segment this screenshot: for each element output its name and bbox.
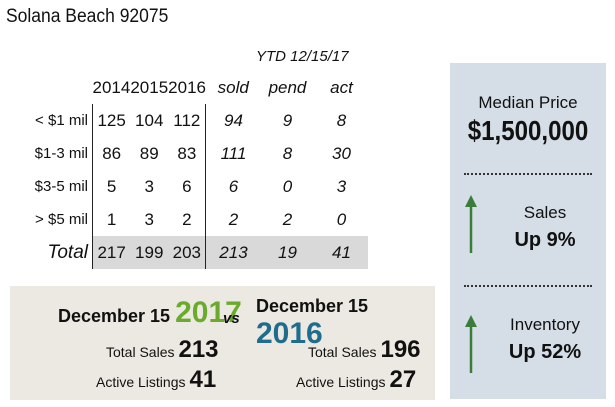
left-header: December 15 2017 [58,296,242,330]
right-listings-label: Active Listings [296,374,386,390]
vs-label: vs [223,310,240,327]
left-year: 2017 [175,296,242,329]
table-cell: 30 [332,143,351,163]
divider [464,173,592,175]
table-cell: 125 [92,104,131,137]
ytd-header: pend [268,78,307,97]
year-header: 2016 [168,78,206,97]
page-title: Solana Beach 92075 [6,6,169,27]
table-cell: 94 [205,104,261,137]
table-cell: 0 [282,176,293,196]
sales-label: Sales [523,203,567,222]
right-header: December 15 2016 [256,296,435,351]
right-date-prefix: December 15 [256,296,369,316]
table-cell: 111 [205,137,261,170]
total-cell: 217 [92,236,131,269]
sales-change: Up 9% [514,229,576,251]
right-total-sales: Total Sales 196 [308,336,421,364]
up-arrow-icon [465,195,477,253]
table-cell: 1 [92,203,131,236]
table-cell: 5 [92,170,131,203]
table-row: $1-3 mil 86 89 83 111 8 30 [0,137,368,170]
table-row: < $1 mil 125 104 112 94 9 8 [0,104,368,137]
left-listings-label: Active Listings [96,374,186,390]
table-cell: 6 [205,170,261,203]
summary-panel: Median Price $1,500,000 Sales Up 9% Inve… [450,63,606,399]
table-cell: 89 [139,143,159,163]
median-price-value: $1,500,000 [467,115,589,146]
total-cell: 41 [314,236,369,269]
right-sales-label: Total Sales [308,344,377,360]
right-year: 2016 [256,317,323,350]
table-cell: 112 [173,110,201,130]
left-sales-value: 213 [178,336,219,363]
right-listings-value: 27 [389,366,417,393]
table-cell: 3 [336,176,347,196]
table-cell: 3 [144,176,154,196]
ytd-label: YTD 12/15/17 [256,48,349,65]
year-header: 2014 [92,78,131,97]
table-cell: 6 [182,176,192,196]
table-cell: 8 [282,143,293,163]
left-sales-label: Total Sales [106,344,175,360]
median-price-label: Median Price [478,93,578,112]
table-cell: 2 [282,209,293,229]
total-cell: 199 [130,236,169,269]
ytd-header: act [330,78,353,97]
total-cell: 213 [205,236,261,269]
table-header-row: 2014 2015 2016 sold pend act [0,72,368,104]
right-active-listings: Active Listings 27 [296,366,416,394]
year-header: 2015 [130,78,169,97]
table-cell: 3 [144,209,154,229]
right-sales-value: 196 [380,336,421,363]
table-row: $3-5 mil 5 3 6 6 0 3 [0,170,368,203]
table-row: > $5 mil 1 3 2 2 2 0 [0,203,368,236]
total-label: Total [0,236,93,269]
left-date-prefix: December 15 [58,306,171,326]
inventory-label: Inventory [510,315,580,334]
table-cell: 2 [205,203,261,236]
sales-table: 2014 2015 2016 sold pend act < $1 mil 12… [0,72,369,269]
total-cell: 203 [168,236,206,269]
row-label: > $5 mil [35,211,88,228]
table-cell: 0 [336,209,347,229]
up-arrow-icon [465,315,477,373]
left-total-sales: Total Sales 213 [106,336,219,364]
table-cell: 83 [177,143,197,163]
comparison-box: December 15 2017 vs December 15 2016 Tot… [10,286,435,400]
table-cell: 8 [336,110,347,130]
left-listings-value: 41 [189,366,217,393]
table-cell: 2 [182,209,192,229]
left-active-listings: Active Listings 41 [96,366,216,394]
row-label: $3-5 mil [34,178,88,195]
row-label: $1-3 mil [34,145,88,162]
row-label: < $1 mil [35,112,88,129]
table-cell: 9 [282,110,293,130]
inventory-change: Up 52% [508,341,582,363]
table-cell: 104 [135,110,164,130]
table-cell: 86 [92,137,131,170]
divider [464,285,592,287]
total-row: Total 217 199 203 213 19 41 [0,236,369,269]
total-cell: 19 [260,236,315,269]
ytd-header: sold [217,78,249,97]
